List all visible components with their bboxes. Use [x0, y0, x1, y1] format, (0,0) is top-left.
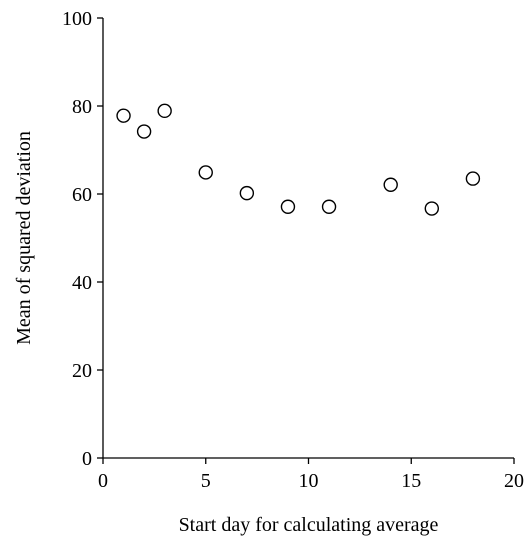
x-tick-label: 15: [401, 470, 421, 492]
data-point: [321, 199, 337, 214]
x-axis-label: Start day for calculating average: [179, 514, 439, 536]
y-tick-label: 0: [82, 448, 92, 470]
x-axis-ticks: 0 5 10 15 20: [98, 458, 524, 492]
data-points: [116, 103, 481, 216]
x-tick-label: 20: [504, 470, 524, 492]
data-point: [424, 201, 439, 216]
x-tick-label: 10: [299, 470, 319, 492]
y-tick-label: 80: [72, 96, 92, 118]
x-tick-label: 0: [98, 470, 108, 492]
data-point: [136, 124, 152, 139]
y-axis-ticks: 0 20 40 60 80 100: [62, 8, 103, 470]
data-point: [465, 171, 481, 186]
y-tick-label: 20: [72, 360, 92, 382]
data-point: [383, 177, 398, 192]
data-point: [116, 108, 131, 123]
data-point: [280, 199, 296, 214]
y-tick-label: 40: [72, 272, 92, 294]
data-point: [157, 103, 172, 119]
x-tick-label: 5: [201, 470, 211, 492]
y-axis-label: Mean of squared deviation: [13, 131, 35, 345]
y-tick-label: 60: [72, 184, 92, 206]
y-tick-label: 100: [62, 8, 92, 30]
data-point: [198, 165, 213, 180]
axes: [102, 18, 514, 459]
data-point: [239, 185, 255, 201]
